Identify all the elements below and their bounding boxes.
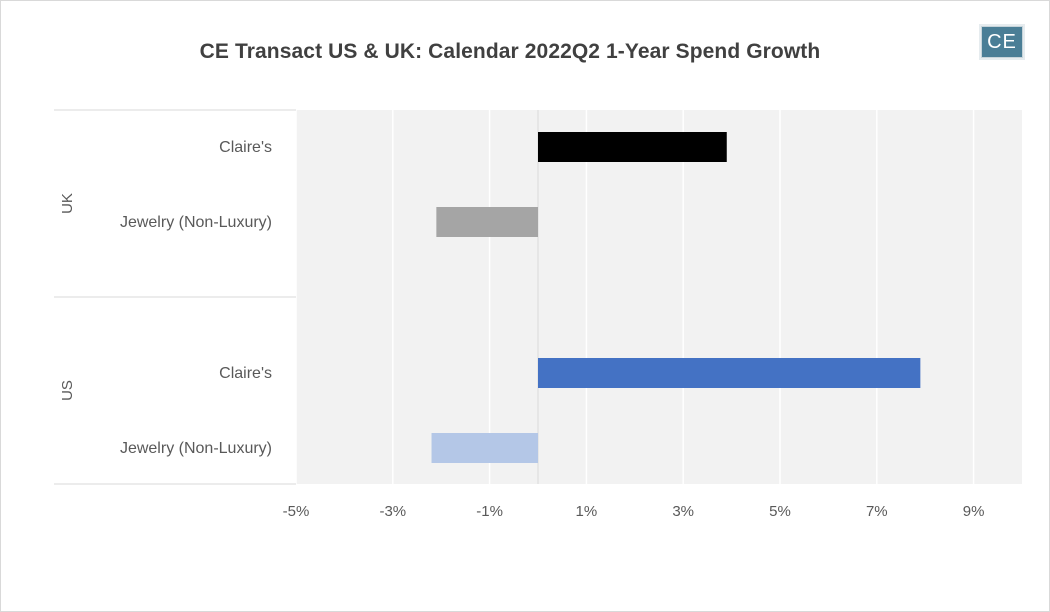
category-label: Jewelry (Non-Luxury) <box>120 214 272 231</box>
category-label: Jewelry (Non-Luxury) <box>120 440 272 457</box>
bars <box>431 132 921 463</box>
category-label: Claire's <box>219 139 272 156</box>
category-axis: UK Claire's Jewelry (Non-Luxury) US Claire's… <box>54 109 296 485</box>
category-label: Claire's <box>219 365 272 382</box>
x-tick-label: 7% <box>866 503 888 520</box>
bar <box>538 132 727 162</box>
x-axis-ticks: -5% -3% -1% 1% 3% 5% 7% 9% <box>283 503 985 520</box>
plot-area <box>296 110 1022 484</box>
chart-title: CE Transact US & UK: Calendar 2022Q2 1-Y… <box>199 40 821 63</box>
x-tick-label: 1% <box>576 503 598 520</box>
group-label: UK <box>59 193 76 214</box>
x-tick-label: -1% <box>476 503 503 520</box>
x-tick-label: 9% <box>963 503 985 520</box>
group-label: US <box>59 380 76 401</box>
x-tick-label: 3% <box>672 503 694 520</box>
x-tick-label: -5% <box>283 503 310 520</box>
bar <box>538 358 921 388</box>
brand-logo: CE <box>981 26 1023 58</box>
x-tick-label: -3% <box>379 503 406 520</box>
bar <box>431 433 538 463</box>
x-tick-label: 5% <box>769 503 791 520</box>
bar <box>436 207 538 237</box>
